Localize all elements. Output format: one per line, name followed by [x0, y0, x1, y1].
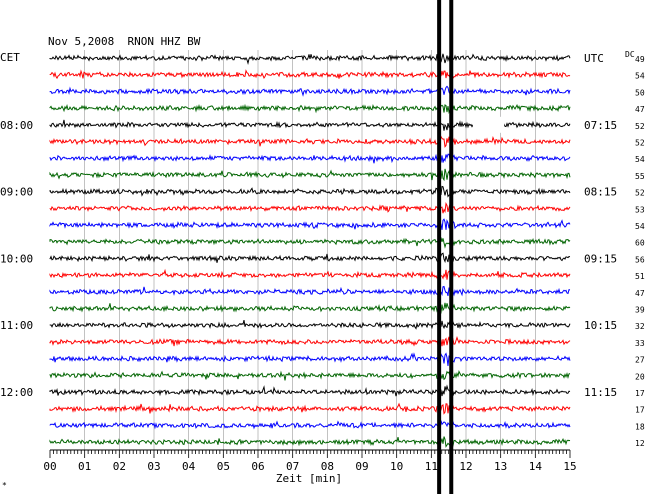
- trace-14: [49, 285, 571, 297]
- dc-value: 49: [635, 55, 645, 64]
- trace-16: [49, 319, 571, 330]
- dc-value: 32: [635, 322, 645, 331]
- left-hour-label: 10:00: [0, 252, 33, 265]
- trace-5: [49, 135, 571, 148]
- left-hour-label: 09:00: [0, 186, 33, 199]
- trace-23: [49, 436, 571, 448]
- x-tick-label: 07: [286, 460, 299, 473]
- dc-value: 33: [635, 339, 645, 348]
- trace-9: [49, 202, 571, 214]
- trace-group: [49, 53, 571, 448]
- left-zone-label: CET: [0, 51, 20, 64]
- trace-22: [49, 420, 571, 430]
- left-hour-label: 08:00: [0, 119, 33, 132]
- trace-17: [49, 336, 571, 347]
- dc-value: 55: [635, 172, 645, 181]
- trace-19: [49, 370, 571, 381]
- trace-10: [49, 218, 571, 230]
- trace-7: [49, 168, 571, 182]
- dc-value: 60: [635, 239, 645, 248]
- dc-value: 52: [635, 139, 645, 148]
- dc-value: 17: [635, 389, 645, 398]
- left-hour-label: 11:00: [0, 319, 33, 332]
- trace-0: [49, 53, 571, 66]
- trace-20: [49, 384, 571, 397]
- x-tick-label: 04: [182, 460, 196, 473]
- dc-value: 27: [635, 356, 645, 365]
- x-tick-label: 12: [459, 460, 472, 473]
- right-hour-label: 11:15: [584, 386, 617, 399]
- x-tick-label: 03: [147, 460, 160, 473]
- right-hour-label: 07:15: [584, 119, 617, 132]
- dc-value: 54: [635, 222, 645, 231]
- trace-18: [49, 352, 571, 367]
- dc-value: 53: [635, 205, 645, 214]
- x-tick-label: 01: [78, 460, 91, 473]
- trace-8: [49, 185, 571, 198]
- dc-value: 39: [635, 306, 645, 315]
- right-hour-labels: UTC 07:15 08:15 09:15 10:15 11:15: [584, 52, 617, 399]
- x-axis-label: Zeit [min]: [276, 472, 342, 485]
- x-tick-label: 14: [529, 460, 543, 473]
- x-tick-label: 08: [321, 460, 334, 473]
- x-tick-label: 00: [43, 460, 56, 473]
- trace-2: [49, 85, 571, 97]
- dc-value: 18: [635, 422, 645, 431]
- data-gap: [472, 116, 505, 133]
- left-hour-labels: 08:00 09:00 10:00 11:00 12:00: [0, 119, 33, 399]
- dc-value: 47: [635, 105, 645, 114]
- x-tick-label: 11: [425, 460, 438, 473]
- dc-value: 54: [635, 72, 645, 81]
- dc-value: 56: [635, 255, 645, 264]
- x-tick-label: 02: [113, 460, 126, 473]
- dc-values: 49 54 50 47 52 52 54 55 52 53 54 60 56 51 47 39 32 33 27 20…: [635, 55, 645, 448]
- corner-mark: *: [2, 481, 7, 490]
- dc-value: 52: [635, 122, 645, 131]
- right-hour-label: 08:15: [584, 186, 617, 199]
- trace-11: [49, 237, 571, 249]
- x-tick-label: 10: [390, 460, 403, 473]
- dc-value: 17: [635, 406, 645, 415]
- dc-value: 51: [635, 272, 645, 281]
- right-hour-label: 10:15: [584, 319, 617, 332]
- dc-value: 12: [635, 439, 645, 448]
- dc-value: 20: [635, 372, 645, 381]
- x-tick-label: 05: [217, 460, 230, 473]
- chart-title: Nov 5,2008 RNON HHZ BW: [48, 35, 201, 48]
- trace-3: [49, 103, 571, 115]
- x-axis: 00 01 02 03 04 05 06 07 08 09 10 11 12 13 14 15: [43, 449, 577, 473]
- trace-6: [49, 153, 571, 164]
- trace-15: [49, 302, 571, 314]
- dc-value: 47: [635, 289, 645, 298]
- dc-value: 52: [635, 189, 645, 198]
- dc-value: 54: [635, 155, 645, 164]
- trace-13: [49, 268, 571, 281]
- dc-header: DC: [625, 50, 635, 59]
- trace-12: [49, 252, 571, 264]
- x-tick-label: 06: [251, 460, 264, 473]
- dc-value: 50: [635, 88, 645, 97]
- trace-21: [49, 402, 571, 415]
- event-overlay: [437, 0, 505, 494]
- x-tick-label: 09: [355, 460, 368, 473]
- trace-1: [49, 69, 571, 80]
- grid-lines: [84, 50, 536, 451]
- left-hour-label: 12:00: [0, 386, 33, 399]
- x-tick-label: 15: [563, 460, 576, 473]
- x-tick-label: 13: [494, 460, 507, 473]
- right-hour-label: 09:15: [584, 252, 617, 265]
- right-hour-label: UTC: [584, 52, 604, 65]
